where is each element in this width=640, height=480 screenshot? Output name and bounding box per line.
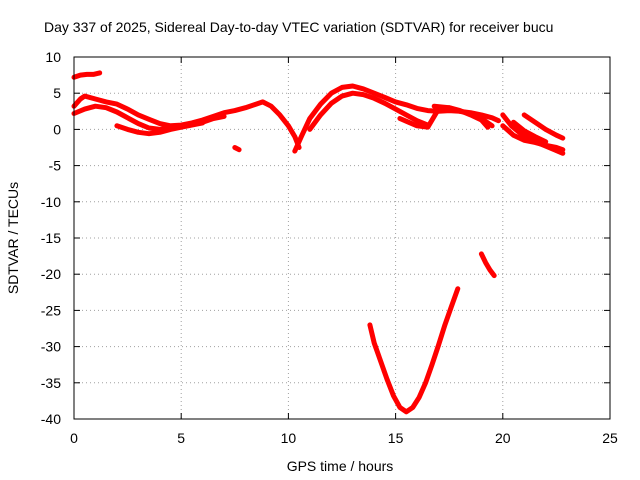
series-arc-n [367, 286, 461, 415]
y-tick-label: -25 [41, 302, 61, 318]
x-tick-labels: 0 5 10 15 20 25 [70, 430, 618, 446]
y-tick-label: -5 [49, 158, 62, 174]
x-axis-label: GPS time / hours [287, 458, 394, 474]
y-tick-label: -20 [41, 266, 61, 282]
y-tick-label: 5 [53, 85, 61, 101]
y-tick-label: -15 [41, 230, 61, 246]
series-arc-i [431, 103, 491, 130]
series-arc-o [478, 251, 497, 279]
y-tick-label: -10 [41, 194, 61, 210]
y-tick-labels: 10 5 0 -5 -10 -15 -20 -25 -30 -35 -40 [41, 49, 61, 427]
y-tick-label: 0 [53, 121, 61, 137]
series-arc-g [307, 90, 431, 132]
series-arc-m [511, 119, 549, 145]
x-tick-label: 20 [495, 430, 511, 446]
x-tick-label: 10 [281, 430, 297, 446]
y-tick-label: -30 [41, 339, 61, 355]
x-tick-label: 25 [602, 430, 618, 446]
chart-title: Day 337 of 2025, Sidereal Day-to-day VTE… [44, 19, 553, 35]
x-tick-label: 15 [388, 430, 404, 446]
series-arc-a [71, 70, 103, 80]
series-arc-k [500, 123, 566, 153]
y-tick-label: -40 [41, 411, 61, 427]
series-layer [71, 70, 566, 415]
series-arc-e [232, 145, 242, 153]
x-tick-label: 0 [70, 430, 78, 446]
series-arc-d [114, 120, 206, 137]
tick-layer [73, 56, 611, 420]
series-arc-l [521, 112, 566, 141]
y-tick-label: 10 [45, 49, 61, 65]
y-axis-label: SDTVAR / TECUs [5, 182, 21, 294]
y-tick-label: -35 [41, 375, 61, 391]
x-tick-label: 5 [177, 430, 185, 446]
